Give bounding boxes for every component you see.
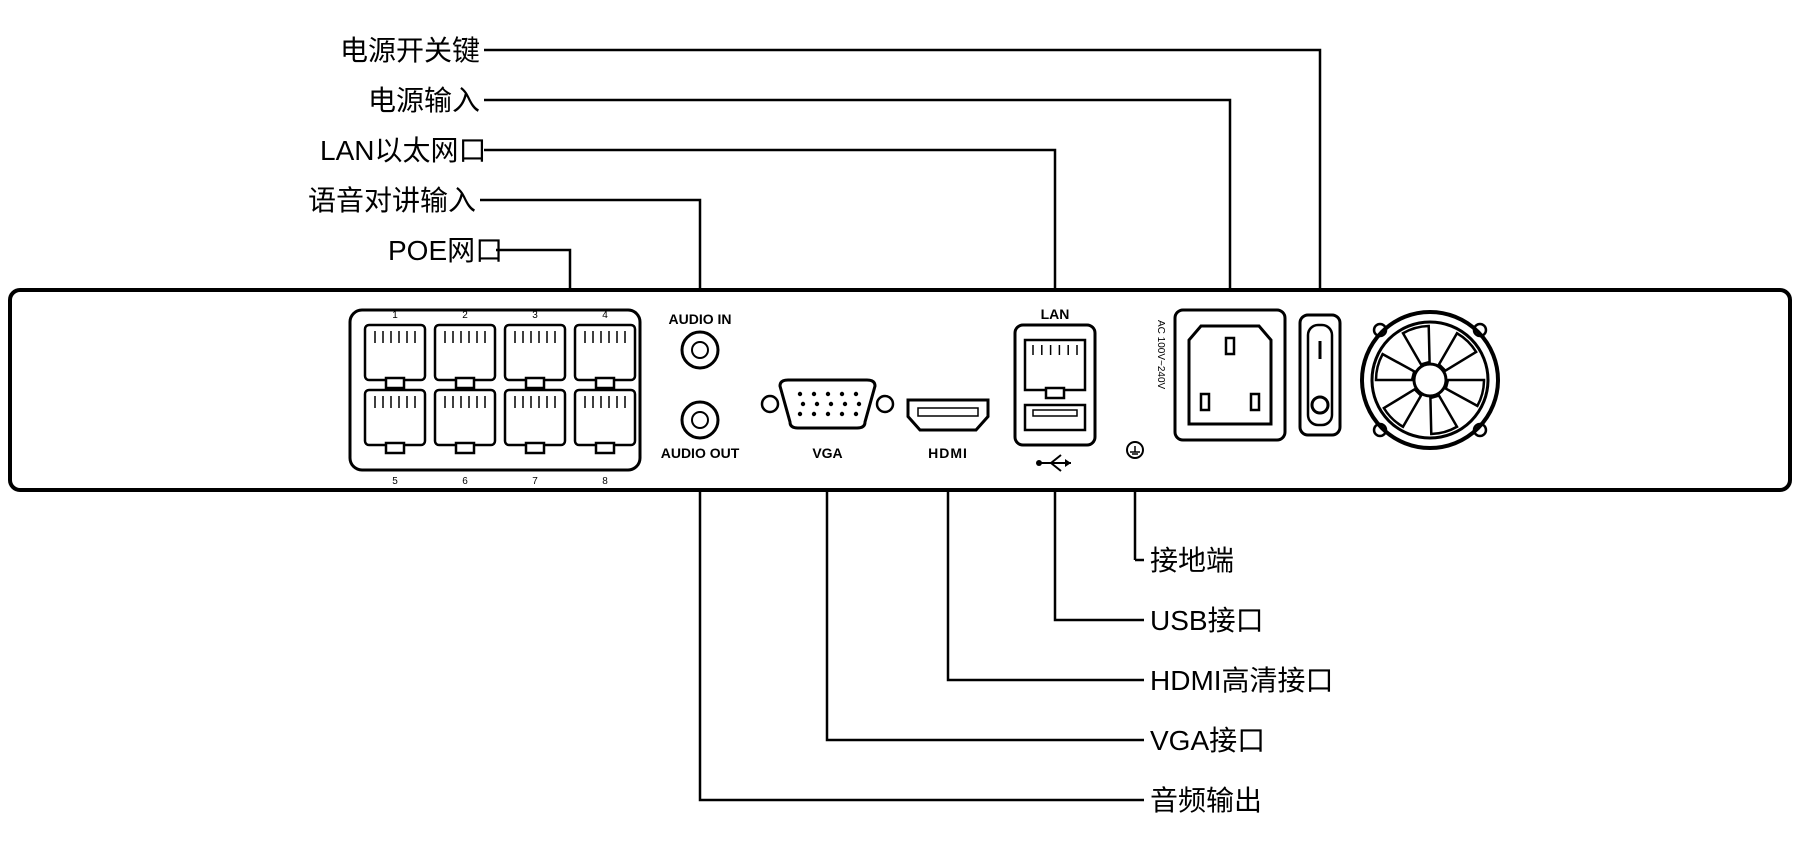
callout-audio_out: 音频输出 [1150, 785, 1262, 816]
leader-lan [520, 150, 1055, 292]
svg-text:1: 1 [392, 310, 398, 321]
svg-text:3: 3 [532, 310, 538, 321]
callout-power_switch: 电源开关键 [340, 35, 480, 66]
vga-label: VGA [812, 445, 842, 461]
audio-in-label: AUDIO IN [669, 311, 732, 327]
hdmi-port [908, 400, 988, 430]
usb-port [1025, 405, 1085, 430]
svg-text:5: 5 [392, 476, 398, 487]
svg-text:8: 8 [602, 476, 608, 487]
leader-audio_in [520, 200, 700, 292]
leader-audio_out [700, 488, 1135, 800]
lan-usb-group [1015, 325, 1095, 471]
audio-out-jack [682, 402, 718, 438]
callout-lan: LAN以太网口 [320, 135, 486, 166]
leader-vga [827, 488, 1135, 740]
leader-hdmi [948, 488, 1135, 680]
power-inlet [1175, 310, 1285, 440]
ground-terminal [1127, 442, 1143, 458]
callout-vga: VGA接口 [1150, 725, 1265, 756]
fan-vent [1362, 312, 1498, 448]
leader-power_in [520, 100, 1230, 292]
callout-poe: POE网口 [388, 235, 503, 266]
callout-audio_in: 语音对讲输入 [308, 185, 476, 216]
poe-port-group: 1 2 3 4 5 6 7 8 [350, 310, 640, 487]
callout-ground: 接地端 [1150, 545, 1234, 576]
ac-voltage-label: AC 100V~240V [1155, 320, 1166, 390]
lan-label: LAN [1041, 306, 1070, 322]
svg-text:6: 6 [462, 476, 468, 487]
leader-poe [520, 250, 570, 292]
device-back-panel [10, 290, 1790, 490]
lan-port [1025, 340, 1085, 390]
callout-usb: USB接口 [1150, 605, 1264, 636]
vga-port [762, 380, 893, 428]
leader-power_switch [520, 50, 1320, 292]
svg-text:2: 2 [462, 310, 468, 321]
callout-hdmi: HDMI高清接口 [1150, 665, 1334, 696]
callout-power_in: 电源输入 [368, 85, 480, 116]
hdmi-label: HDMI [928, 445, 968, 461]
audio-in-jack [682, 332, 718, 368]
power-switch [1300, 315, 1340, 435]
svg-text:4: 4 [602, 310, 608, 321]
audio-out-label: AUDIO OUT [661, 445, 740, 461]
leader-usb [1055, 488, 1135, 620]
svg-text:7: 7 [532, 476, 538, 487]
